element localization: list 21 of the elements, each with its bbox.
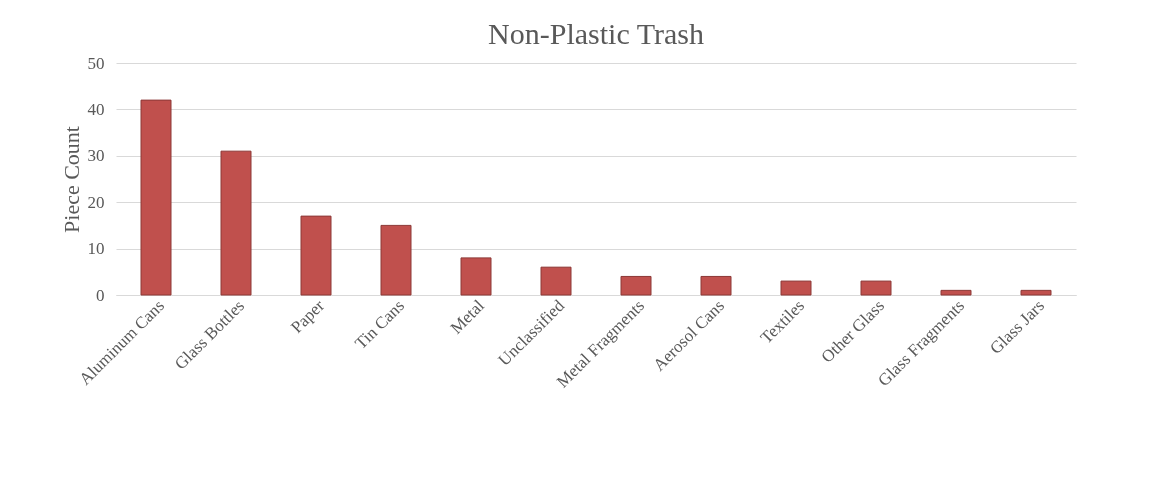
bar — [1020, 289, 1052, 296]
bar — [380, 224, 412, 296]
chart-title: Non-Plastic Trash — [488, 17, 704, 50]
y-tick-label: 40 — [87, 99, 105, 119]
y-tick-label: 30 — [87, 146, 105, 166]
bar — [860, 280, 892, 296]
bar — [140, 99, 172, 296]
bar — [620, 275, 652, 296]
y-tick-label: 10 — [87, 239, 105, 259]
bar — [780, 280, 812, 296]
bar — [300, 215, 332, 296]
bar — [220, 150, 252, 296]
y-tick-label: 0 — [96, 285, 105, 305]
y-tick-label: 50 — [87, 53, 105, 73]
bar — [540, 266, 572, 296]
bar — [940, 289, 972, 296]
bar — [460, 257, 492, 296]
x-tick-label: Tin Cans — [351, 296, 409, 353]
y-axis-title: Piece Count — [58, 126, 84, 233]
y-tick-label: 20 — [87, 192, 105, 212]
bar — [700, 275, 732, 296]
